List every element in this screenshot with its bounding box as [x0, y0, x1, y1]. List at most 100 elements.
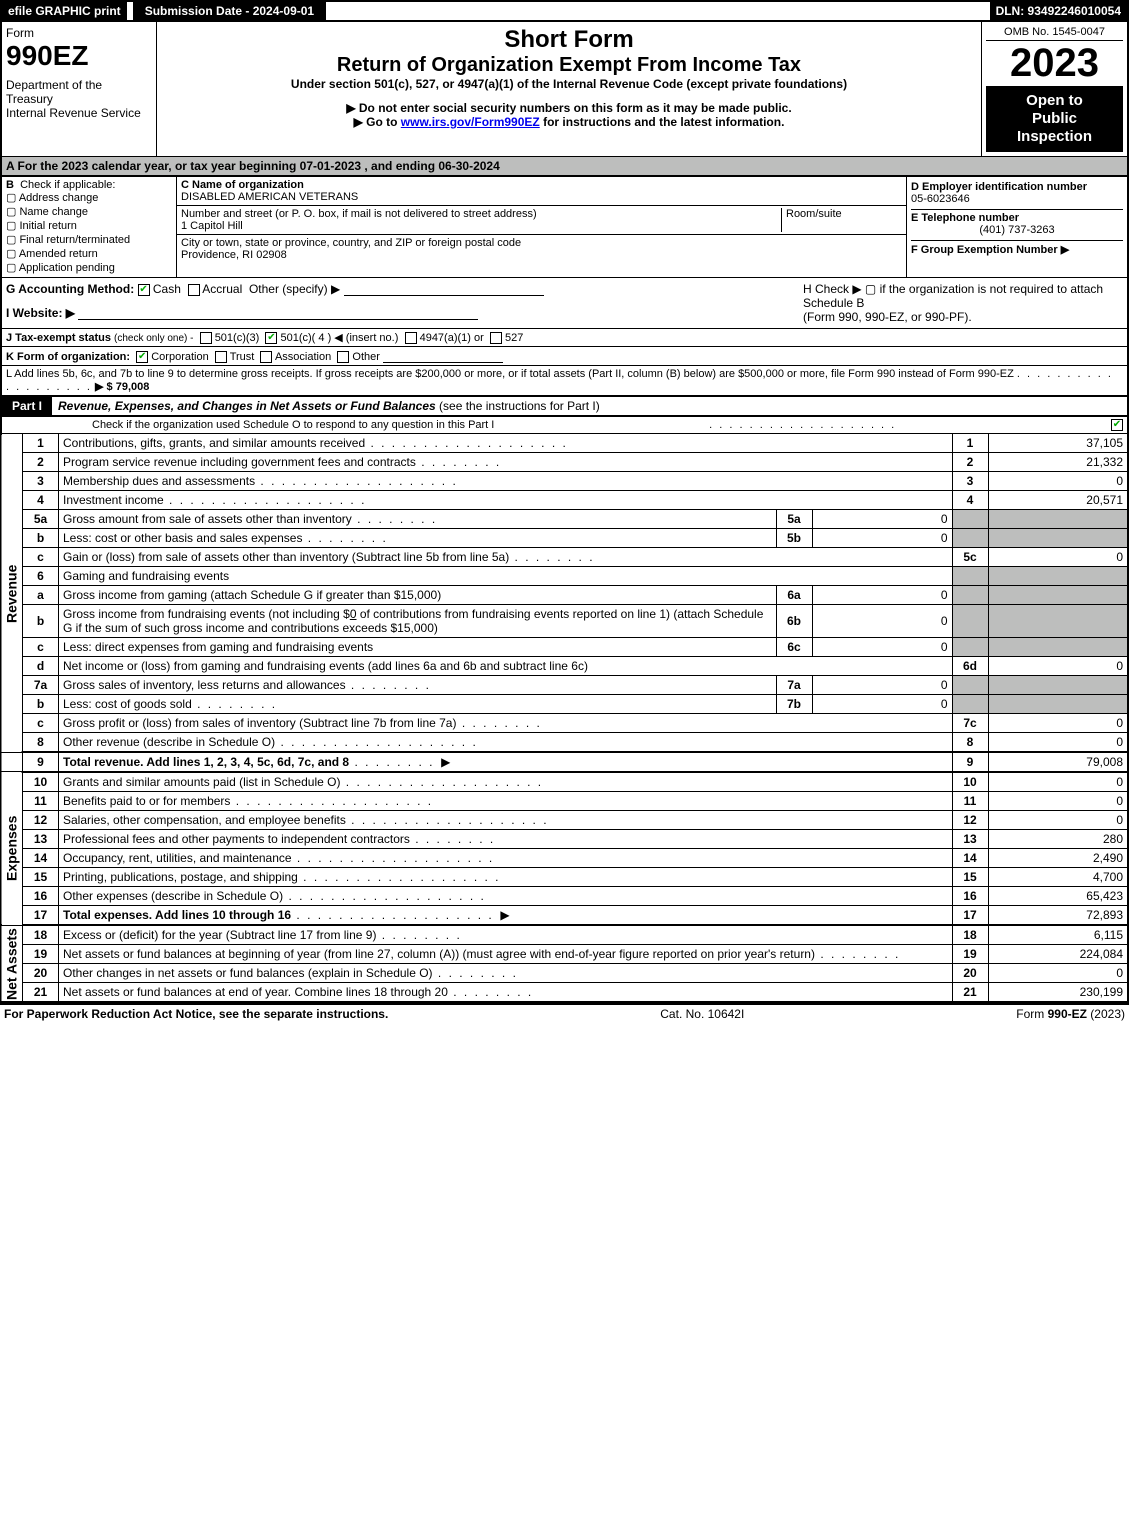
line-6d: d Net income or (loss) from gaming and f… [1, 657, 1128, 676]
revenue-section-label: Revenue [1, 434, 23, 752]
line-17-num: 17 [23, 906, 59, 926]
title-cell: Short Form Return of Organization Exempt… [157, 22, 982, 156]
line-17-ln: 17 [952, 906, 988, 926]
checkbox-schedule-o[interactable] [1111, 419, 1123, 431]
checkbox-corporation[interactable] [136, 351, 148, 363]
corporation-label: Corporation [151, 351, 208, 363]
other-specify-field[interactable] [344, 282, 544, 296]
line-7b-ln-grey [952, 695, 988, 714]
line-14-amount: 2,490 [988, 849, 1128, 868]
f-label: F Group Exemption Number ▶ [911, 244, 1069, 256]
other-org-field[interactable] [383, 349, 503, 363]
line-6d-amount: 0 [988, 657, 1128, 676]
line-5a-ln-grey [952, 510, 988, 529]
line-6c-ln-grey [952, 638, 988, 657]
checkbox-4947[interactable] [405, 332, 417, 344]
short-form-title: Short Form [161, 26, 977, 54]
line-5b-num: b [23, 529, 59, 548]
efile-label: efile GRAPHIC print [2, 2, 127, 20]
room-suite-label: Room/suite [782, 208, 902, 232]
open-public-box: Open to Public Inspection [986, 86, 1123, 152]
line-10-amount: 0 [988, 772, 1128, 792]
checkbox-address-change[interactable]: ▢ Address change [6, 191, 172, 204]
d-ein: D Employer identification number05-60236… [911, 179, 1123, 207]
subtitle: Under section 501(c), 527, or 4947(a)(1)… [161, 77, 977, 91]
line-10-desc: Grants and similar amounts paid (list in… [59, 772, 953, 792]
section-k: K Form of organization: Corporation Trus… [0, 347, 1129, 366]
line-10-num: 10 [23, 772, 59, 792]
line-20-num: 20 [23, 964, 59, 983]
checkbox-527[interactable] [490, 332, 502, 344]
trust-label: Trust [230, 351, 255, 363]
line-7a-in-val: 0 [812, 676, 952, 695]
line-7c-ln: 7c [952, 714, 988, 733]
line-8: 8 Other revenue (describe in Schedule O)… [1, 733, 1128, 753]
line-7b-desc: Less: cost of goods sold [59, 695, 777, 714]
line-20-ln: 20 [952, 964, 988, 983]
line-7c: c Gross profit or (loss) from sales of i… [1, 714, 1128, 733]
form-header: Form 990EZ Department of the Treasury In… [0, 22, 1129, 157]
line-5b: b Less: cost or other basis and sales ex… [1, 529, 1128, 548]
g-accounting-method: G Accounting Method: Cash Accrual Other … [6, 282, 803, 296]
website-field[interactable] [78, 306, 478, 320]
line-18-amount: 6,115 [988, 925, 1128, 945]
line-2-desc: Program service revenue including govern… [59, 453, 953, 472]
section-c: C Name of organization DISABLED AMERICAN… [177, 177, 907, 277]
section-b: B Check if applicable: ▢ Address change … [2, 177, 177, 277]
checkbox-trust[interactable] [215, 351, 227, 363]
city-row: City or town, state or province, country… [177, 235, 906, 263]
line-8-num: 8 [23, 733, 59, 753]
line-15-desc: Printing, publications, postage, and shi… [59, 868, 953, 887]
initial-return-label: Initial return [19, 220, 76, 232]
line-18-desc: Excess or (deficit) for the year (Subtra… [59, 925, 953, 945]
checkbox-501c3[interactable] [200, 332, 212, 344]
line-20: 20 Other changes in net assets or fund b… [1, 964, 1128, 983]
line-6a-amt-grey [988, 586, 1128, 605]
line-3-ln: 3 [952, 472, 988, 491]
year-cell: OMB No. 1545-0047 2023 Open to Public In… [982, 22, 1127, 156]
checkbox-name-change[interactable]: ▢ Name change [6, 205, 172, 218]
amended-return-label: Amended return [19, 248, 98, 260]
f-group-exemption: F Group Exemption Number ▶ [911, 240, 1123, 258]
line-6d-ln: 6d [952, 657, 988, 676]
line-6-ln-grey [952, 567, 988, 586]
line-16: 16 Other expenses (describe in Schedule … [1, 887, 1128, 906]
checkbox-final-return[interactable]: ▢ Final return/terminated [6, 233, 172, 246]
line-16-amount: 65,423 [988, 887, 1128, 906]
g-label: G Accounting Method: [6, 282, 134, 296]
line-7b-in-num: 7b [776, 695, 812, 714]
line-9: 9 Total revenue. Add lines 1, 2, 3, 4, 5… [1, 752, 1128, 772]
line-19: 19 Net assets or fund balances at beginn… [1, 945, 1128, 964]
checkbox-application-pending[interactable]: ▢ Application pending [6, 261, 172, 274]
checkbox-cash[interactable] [138, 284, 150, 296]
line-1-amount: 37,105 [988, 434, 1128, 453]
section-h: H Check ▶ ▢ if the organization is not r… [803, 282, 1123, 324]
line-18: Net Assets 18 Excess or (deficit) for th… [1, 925, 1128, 945]
line-12-desc: Salaries, other compensation, and employ… [59, 811, 953, 830]
association-label: Association [275, 351, 331, 363]
irs-link[interactable]: www.irs.gov/Form990EZ [401, 115, 540, 129]
line-14-desc: Occupancy, rent, utilities, and maintena… [59, 849, 953, 868]
line-6b: b Gross income from fundraising events (… [1, 605, 1128, 638]
line-8-amount: 0 [988, 733, 1128, 753]
line-1-num: 1 [23, 434, 59, 453]
checkbox-501c[interactable] [265, 332, 277, 344]
checkbox-accrual[interactable] [188, 284, 200, 296]
part-i-check-row: Check if the organization used Schedule … [0, 417, 1129, 434]
checkbox-initial-return[interactable]: ▢ Initial return [6, 219, 172, 232]
line-17-desc: Total expenses. Add lines 10 through 16 … [59, 906, 953, 926]
line-6a-desc: Gross income from gaming (attach Schedul… [59, 586, 777, 605]
line-5a-amt-grey [988, 510, 1128, 529]
main-title: Return of Organization Exempt From Incom… [161, 54, 977, 77]
l-amount: ▶ $ 79,008 [95, 381, 149, 393]
checkbox-other-org[interactable] [337, 351, 349, 363]
line-7b-in-val: 0 [812, 695, 952, 714]
section-g-i: G Accounting Method: Cash Accrual Other … [6, 282, 803, 324]
line-6b-ln-grey [952, 605, 988, 638]
dln-number: DLN: 93492246010054 [990, 2, 1127, 20]
checkbox-association[interactable] [260, 351, 272, 363]
instruction-1: ▶ Do not enter social security numbers o… [161, 101, 977, 115]
form-id-cell: Form 990EZ Department of the Treasury In… [2, 22, 157, 156]
checkbox-amended-return[interactable]: ▢ Amended return [6, 247, 172, 260]
line-5c-desc: Gain or (loss) from sale of assets other… [59, 548, 953, 567]
